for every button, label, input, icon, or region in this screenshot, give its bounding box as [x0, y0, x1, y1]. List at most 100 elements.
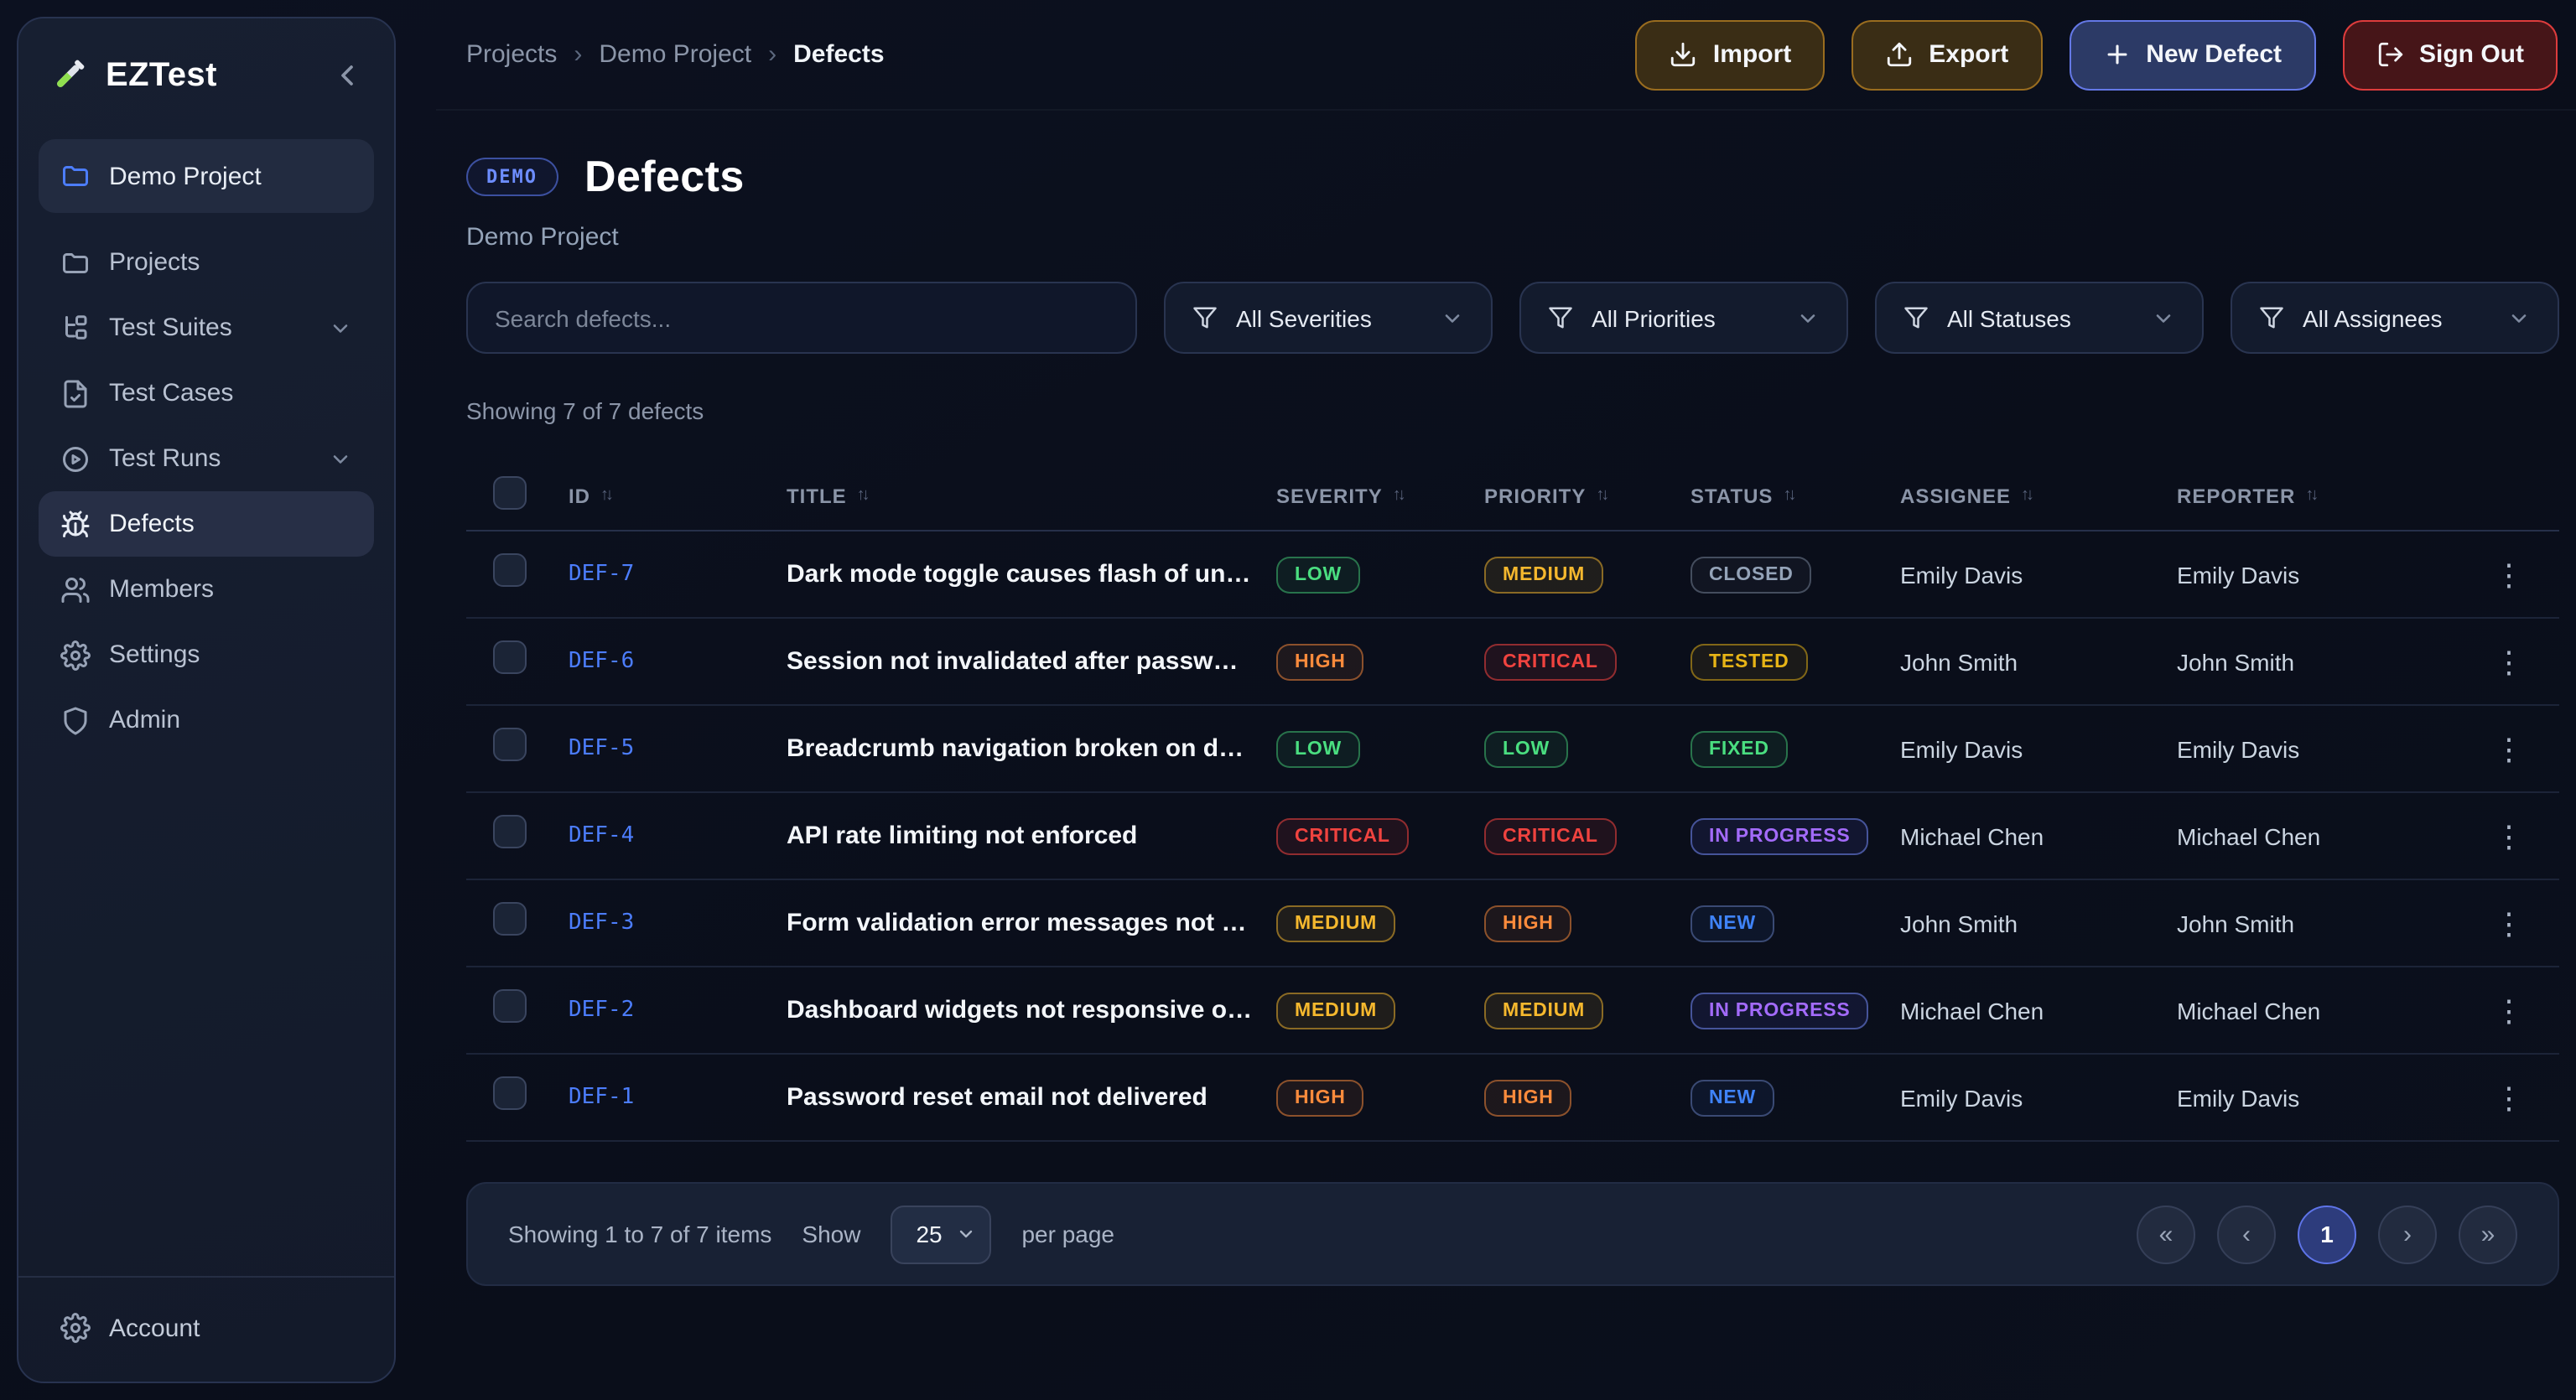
defect-id-link[interactable]: DEF-4 [569, 823, 635, 848]
sidebar-item-projects[interactable]: Projects [39, 230, 374, 295]
table-row: DEF-1 Password reset email not delivered H… [466, 1055, 2559, 1142]
pagination-last-button[interactable]: » [2459, 1205, 2517, 1263]
row-checkbox[interactable] [493, 728, 527, 761]
results-summary: Showing 7 of 7 defects [466, 397, 704, 424]
severity-badge: LOW [1276, 556, 1361, 593]
button-label: Import [1712, 40, 1792, 69]
defect-id-link[interactable]: DEF-5 [569, 736, 635, 761]
priority-badge: LOW [1484, 730, 1569, 767]
button-label: Export [1929, 40, 2009, 69]
search-input[interactable] [466, 282, 1137, 354]
filter-dropdown-all-severities[interactable]: All Severities [1164, 282, 1493, 354]
row-actions-button[interactable]: ⋮ [2479, 908, 2539, 938]
defect-id-link[interactable]: DEF-6 [569, 649, 635, 674]
defect-title[interactable]: Breadcrumb navigation broken on deep rou… [787, 734, 1276, 763]
defect-title[interactable]: Session not invalidated after password c… [787, 647, 1276, 676]
download-icon [1670, 40, 1698, 69]
column-header-id[interactable]: ID ↑↓ [569, 484, 614, 507]
priority-badge: HIGH [1484, 1079, 1572, 1116]
row-actions-button[interactable]: ⋮ [2479, 559, 2539, 589]
column-header-assignee[interactable]: ASSIGNEE ↑↓ [1900, 484, 2034, 507]
priority-badge: MEDIUM [1484, 556, 1604, 593]
filter-dropdown-all-statuses[interactable]: All Statuses [1875, 282, 2204, 354]
chevron-down-icon [329, 316, 352, 340]
row-checkbox[interactable] [493, 553, 527, 587]
sort-icon: ↑↓ [2305, 486, 2319, 505]
row-actions-button[interactable]: ⋮ [2479, 821, 2539, 851]
defect-title[interactable]: Form validation error messages not acces… [787, 909, 1276, 937]
import-button[interactable]: Import [1635, 19, 1826, 90]
chevron-down-icon [329, 447, 352, 470]
filter-label: All Assignees [2303, 304, 2443, 331]
export-button[interactable]: Export [1852, 19, 2043, 90]
row-checkbox[interactable] [493, 902, 527, 936]
reporter-name: Michael Chen [2177, 822, 2321, 849]
filter-label: All Statuses [1947, 304, 2071, 331]
play-circle-icon [60, 443, 91, 474]
defect-id-link[interactable]: DEF-1 [569, 1085, 635, 1110]
defect-title[interactable]: Dark mode toggle causes flash of unstyle… [787, 560, 1276, 589]
per-page-label: per page [1021, 1221, 1115, 1247]
row-actions-button[interactable]: ⋮ [2479, 734, 2539, 764]
filter-dropdown-all-priorities[interactable]: All Priorities [1519, 282, 1848, 354]
sidebar-item-label: Test Runs [109, 444, 221, 473]
filter-dropdown-all-assignees[interactable]: All Assignees [2231, 282, 2559, 354]
defect-title[interactable]: Password reset email not delivered [787, 1083, 1208, 1112]
table-header-row: ID ↑↓ TITLE ↑↓ SEVERITY ↑↓ PRIORITY ↑↓ STATU… [466, 461, 2559, 531]
main-area: Projects › Demo Project › Defects Import Expo… [436, 0, 2576, 1400]
sidebar-item-members[interactable]: Members [39, 557, 374, 622]
sidebar-item-test-runs[interactable]: Test Runs [39, 426, 374, 491]
column-header-status[interactable]: STATUS ↑↓ [1690, 484, 1796, 507]
row-actions-button[interactable]: ⋮ [2479, 995, 2539, 1025]
column-header-severity[interactable]: SEVERITY ↑↓ [1276, 484, 1406, 507]
breadcrumb-item-projects[interactable]: Projects [466, 40, 558, 69]
new-defect-button[interactable]: New Defect [2069, 19, 2315, 90]
sidebar-item-test-cases[interactable]: Test Cases [39, 360, 374, 426]
defects-page: DEMO Defects Demo Project All Severities… [436, 111, 2576, 1286]
sign-out-button[interactable]: Sign Out [2342, 19, 2558, 90]
sidebar-item-account[interactable]: Account [39, 1294, 374, 1361]
row-checkbox[interactable] [493, 815, 527, 848]
funnel-icon [2259, 305, 2284, 330]
status-badge: IN PROGRESS [1690, 992, 1869, 1029]
pagination-prev-button[interactable]: ‹ [2217, 1205, 2276, 1263]
row-actions-button[interactable]: ⋮ [2479, 1082, 2539, 1112]
reporter-name: John Smith [2177, 648, 2295, 675]
sort-icon: ↑↓ [2021, 486, 2034, 505]
row-checkbox[interactable] [493, 989, 527, 1023]
pagination-first-button[interactable]: « [2137, 1205, 2195, 1263]
table-row: DEF-3 Form validation error messages not … [466, 880, 2559, 967]
sidebar-collapse-button[interactable] [330, 59, 364, 92]
sidebar-item-settings[interactable]: Settings [39, 622, 374, 687]
sidebar-item-defects[interactable]: Defects [39, 491, 374, 557]
defect-id-link[interactable]: DEF-3 [569, 910, 635, 936]
row-checkbox[interactable] [493, 1076, 527, 1110]
severity-badge: LOW [1276, 730, 1361, 767]
row-checkbox[interactable] [493, 640, 527, 674]
chevron-down-icon [2507, 306, 2531, 329]
breadcrumb-separator: › [574, 40, 583, 69]
defect-id-link[interactable]: DEF-7 [569, 562, 635, 587]
defect-id-link[interactable]: DEF-2 [569, 998, 635, 1023]
sidebar-item-demo-project[interactable]: Demo Project [39, 139, 374, 213]
shield-icon [60, 705, 91, 735]
users-icon [60, 574, 91, 604]
column-header-priority[interactable]: PRIORITY ↑↓ [1484, 484, 1609, 507]
select-all-checkbox[interactable] [493, 476, 527, 510]
defect-title[interactable]: API rate limiting not enforced [787, 822, 1138, 850]
pagination-next-button[interactable]: › [2378, 1205, 2437, 1263]
row-actions-button[interactable]: ⋮ [2479, 646, 2539, 677]
pagination-page-1[interactable]: 1 [2298, 1205, 2356, 1263]
sidebar-item-label: Defects [109, 510, 195, 538]
sidebar-item-test-suites[interactable]: Test Suites [39, 295, 374, 360]
breadcrumb-item-demo-project[interactable]: Demo Project [599, 40, 752, 69]
sidebar-item-admin[interactable]: Admin [39, 687, 374, 753]
assignee-name: John Smith [1900, 648, 2018, 675]
per-page-select[interactable]: 25 [891, 1205, 992, 1263]
status-badge: NEW [1690, 905, 1775, 941]
column-header-reporter[interactable]: REPORTER ↑↓ [2177, 484, 2319, 507]
pagination-summary: Showing 1 to 7 of 7 items [508, 1221, 772, 1247]
tree-icon [60, 313, 91, 343]
defect-title[interactable]: Dashboard widgets not responsive on mobi… [787, 996, 1276, 1024]
column-header-title[interactable]: TITLE ↑↓ [787, 484, 870, 507]
